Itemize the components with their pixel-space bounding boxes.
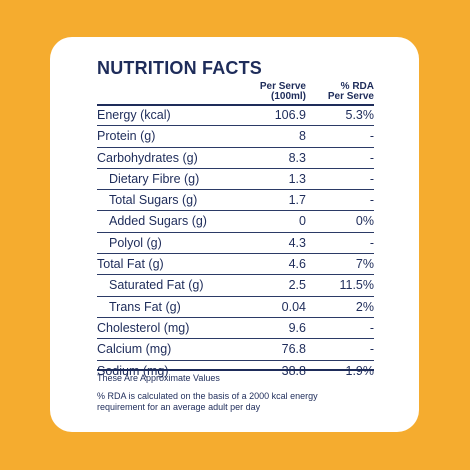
per-serve-value: 76.8: [281, 342, 306, 357]
per-serve-value: 4.3: [288, 235, 306, 250]
rda-note: % RDA is calculated on the basis of a 20…: [97, 391, 377, 412]
per-serve-value: 8.3: [288, 150, 306, 165]
table-row: Dietary Fibre (g) 1.3 -: [97, 169, 374, 191]
table-row: Calcium (mg) 76.8 -: [97, 339, 374, 361]
table-row: Trans Fat (g) 0.04 2%: [97, 297, 374, 318]
nutrient-name: Protein (g): [97, 129, 156, 144]
per-serve-value: 0.04: [281, 299, 306, 314]
rda-value: -: [369, 150, 374, 165]
per-serve-value: 8: [299, 129, 306, 144]
nutrient-name: Saturated Fat (g): [109, 278, 204, 293]
per-serve-value: 1.7: [288, 193, 306, 208]
nutrient-name: Polyol (g): [109, 235, 162, 250]
nutrient-name: Calcium (mg): [97, 342, 172, 357]
rda-header: % RDA Per Serve: [320, 82, 374, 102]
nutrient-name: Total Fat (g): [97, 257, 164, 272]
rda-value: 11.5%: [339, 278, 374, 293]
nutrient-name: Trans Fat (g): [109, 299, 181, 314]
nutrient-name: Energy (kcal): [97, 108, 171, 122]
rda-value: -: [369, 342, 374, 357]
rda-value: 5.3%: [345, 108, 375, 122]
rda-value: 2%: [355, 299, 374, 314]
approx-note: These Are Approximate Values: [97, 373, 220, 383]
per-serve-value: 106.9: [274, 108, 306, 122]
nutrient-name: Carbohydrates (g): [97, 150, 198, 165]
nutrient-name: Total Sugars (g): [109, 193, 198, 208]
table-row: Carbohydrates (g) 8.3 -: [97, 148, 374, 169]
per-serve-value: 4.6: [288, 257, 306, 272]
header-divider: [97, 104, 374, 106]
table-row: Added Sugars (g) 0 0%: [97, 211, 374, 233]
rda-note-line1: % RDA is calculated on the basis of a 20…: [97, 391, 318, 401]
rda-note-line2: requirement for an average adult per day: [97, 401, 261, 412]
nutrient-name: Dietary Fibre (g): [109, 171, 200, 186]
rda-value: -: [369, 171, 374, 186]
table-row: Total Fat (g) 4.6 7%: [97, 254, 374, 276]
per-serve-value: 1.3: [288, 171, 306, 186]
table-bottom-divider: [97, 369, 374, 371]
rda-value: 0%: [355, 214, 374, 229]
table-row: Total Sugars (g) 1.7 -: [97, 190, 374, 212]
table-row: Energy (kcal) 106.9 5.3%: [97, 105, 375, 127]
table-row: Saturated Fat (g) 2.5 11.5%: [97, 275, 374, 297]
nutrient-name: Cholesterol (mg): [97, 320, 190, 335]
per-serve-value: 0: [299, 214, 306, 229]
rda-value: -: [369, 129, 374, 144]
per-serve-value: 9.6: [288, 320, 306, 335]
nutrition-card: NUTRITION FACTS Per Serve (100ml) % RDA …: [50, 37, 419, 432]
rda-header-line2: Per Serve: [327, 91, 374, 102]
table-row: Polyol (g) 4.3 -: [97, 233, 374, 255]
rda-value: -: [369, 235, 374, 250]
rda-value: -: [369, 193, 374, 208]
rda-header-line1: % RDA: [340, 81, 374, 92]
table-row: Cholesterol (mg) 9.6 -: [97, 318, 374, 340]
per-serve-header-line1: Per Serve: [259, 81, 306, 92]
rda-value: -: [369, 320, 374, 335]
page-title: NUTRITION FACTS: [97, 58, 262, 78]
rda-value: 7%: [355, 257, 374, 272]
nutrient-name: Added Sugars (g): [109, 214, 207, 229]
per-serve-value: 2.5: [288, 278, 306, 293]
nutrition-table: Energy (kcal) 106.9 5.3% Protein (g) 8- Carbo…: [97, 105, 374, 381]
per-serve-header: Per Serve (100ml): [244, 82, 306, 102]
table-row: Protein (g) 8 -: [97, 126, 374, 148]
per-serve-header-line2: (100ml): [270, 91, 306, 102]
